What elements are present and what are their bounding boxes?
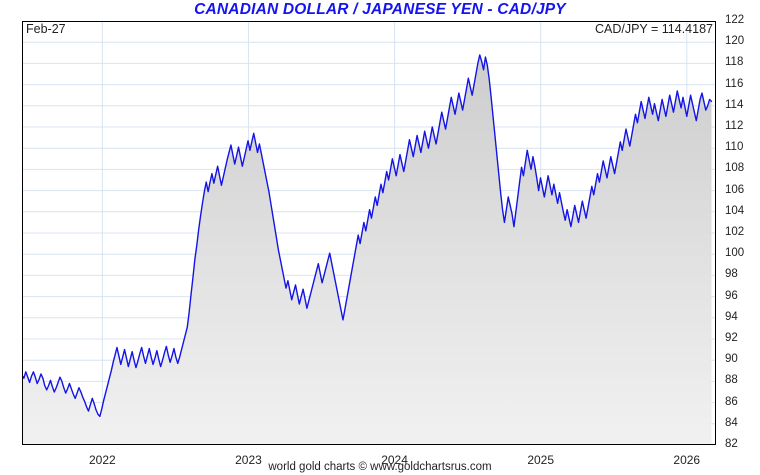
y-axis-tick-label: 106 [725, 183, 745, 196]
x-axis-tick-label: 2022 [88, 453, 116, 467]
y-axis-tick-label: 82 [725, 438, 738, 450]
y-axis-tick-label: 104 [725, 204, 745, 217]
y-axis-tick-label: 102 [725, 226, 745, 238]
y-axis-tick-label: 114 [725, 98, 744, 111]
y-axis-tick-label: 118 [725, 56, 744, 69]
plot-border [22, 21, 716, 445]
y-axis-tick-label: 98 [725, 268, 738, 281]
footer-credit: world gold charts © www.goldchartsrus.co… [268, 461, 492, 473]
y-axis-tick-label: 84 [725, 416, 738, 429]
x-axis-tick-label: 2025 [527, 453, 555, 467]
y-axis-tick-label: 110 [725, 141, 744, 154]
x-axis-tick-label: 2024 [381, 453, 408, 467]
price-area-fill [22, 54, 712, 445]
price-line [22, 54, 713, 418]
date-label: Feb-27 [26, 22, 66, 36]
y-axis-tick-label: 94 [725, 310, 738, 323]
y-axis-tick-label: 96 [725, 289, 738, 302]
y-axis-tick-label: 92 [725, 332, 738, 344]
y-axis-tick-label: 108 [725, 162, 745, 175]
quote-value-label: CAD/JPY = 114.4187 [594, 22, 713, 36]
y-axis-tick-label: 100 [725, 247, 745, 260]
y-axis-tick-label: 122 [725, 14, 745, 26]
price-chart-svg [22, 21, 716, 445]
x-axis-tick-label: 2023 [235, 453, 262, 467]
y-axis-tick-label: 120 [725, 35, 745, 48]
chart-title: CANADIAN DOLLAR / JAPANESE YEN - CAD/JPY [194, 1, 566, 18]
y-axis-tick-label: 116 [725, 77, 744, 90]
plot-area [22, 21, 716, 445]
y-axis-tick-label: 90 [725, 353, 738, 366]
y-axis-tick-label: 88 [725, 374, 738, 387]
y-axis-tick-label: 86 [725, 395, 738, 408]
y-axis-tick-label: 112 [725, 120, 744, 132]
x-axis-tick-label: 2026 [673, 453, 701, 467]
